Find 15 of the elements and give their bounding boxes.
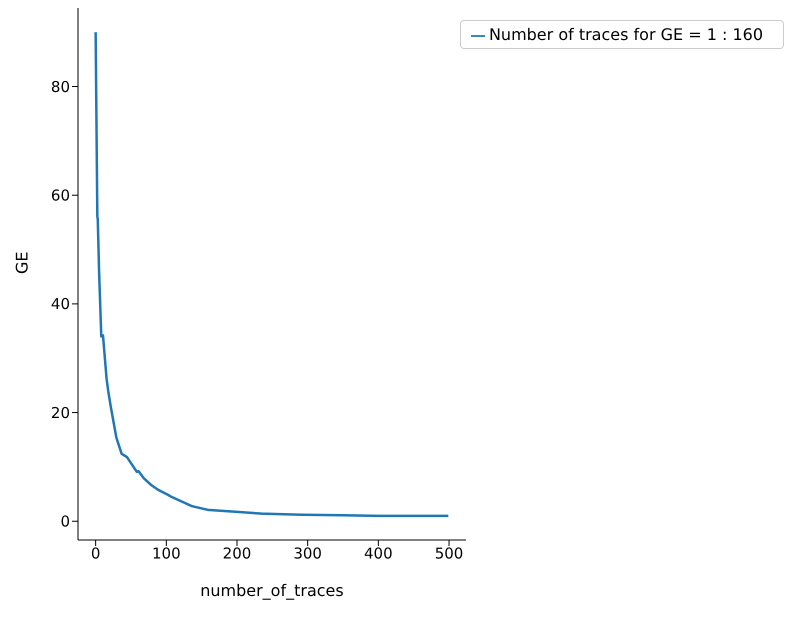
x-tick-label: 0 xyxy=(90,544,100,563)
x-tick-label: 200 xyxy=(222,544,252,563)
y-tick-label: 80 xyxy=(50,78,70,96)
line-series xyxy=(94,30,450,518)
legend-label: Number of traces for GE = 1 : 160 xyxy=(488,25,763,44)
x-axis-title: number_of_traces xyxy=(200,581,344,600)
x-tick-label: 400 xyxy=(364,544,393,563)
x-tick-label: 100 xyxy=(152,544,181,563)
x-tick-label: 300 xyxy=(293,544,322,563)
y-tick-label: 0 xyxy=(60,512,70,531)
x-tick-label: 500 xyxy=(434,544,464,563)
y-tick-label: 60 xyxy=(50,186,70,205)
y-tick-label: 40 xyxy=(50,295,70,314)
y-axis-title: GE xyxy=(12,251,32,274)
y-tick-label: 20 xyxy=(50,404,70,422)
